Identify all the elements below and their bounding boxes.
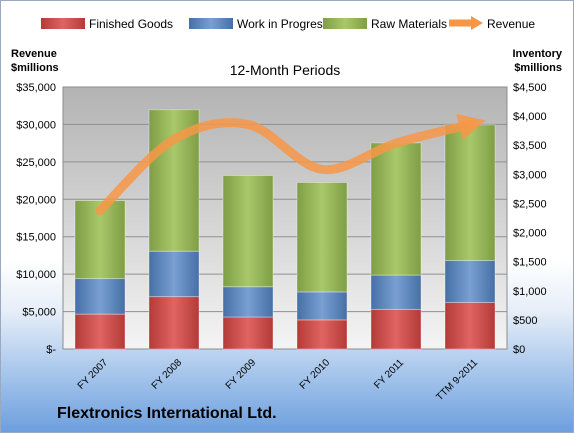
bar-raw-materials: [444, 124, 496, 262]
right-axis-label-line1: Inventory: [512, 48, 562, 60]
bar-finished-goods: [296, 319, 348, 350]
bar-work-in-progress: [370, 274, 422, 310]
bar-raw-materials: [222, 174, 274, 288]
legend: Finished Goods Work in Progress Raw Mate…: [41, 16, 535, 31]
right-tick-label: $1,000: [513, 286, 547, 298]
bar-raw-materials: [370, 142, 422, 276]
right-tick-label: $4,000: [513, 111, 547, 123]
bar-work-in-progress: [148, 250, 200, 298]
bar-finished-goods: [444, 301, 496, 350]
right-axis-ticks: $0 $500 $1,000 $1,500 $2,000 $2,500 $3,000 $3,5…: [513, 82, 547, 356]
bar-work-in-progress: [296, 291, 348, 321]
bar-finished-goods: [222, 316, 274, 350]
x-tick-label: FY 2011: [372, 357, 406, 391]
x-tick-label: FY 2009: [224, 357, 259, 392]
bar-finished-goods: [74, 313, 126, 350]
legend-swatch-finished-goods: [41, 18, 85, 29]
bar-work-in-progress: [74, 278, 126, 315]
right-tick-label: $0: [513, 344, 525, 356]
left-tick-label: $5,000: [22, 307, 56, 319]
bar-work-in-progress: [444, 260, 496, 303]
company-name: Flextronics International Ltd.: [57, 405, 277, 422]
right-tick-label: $3,000: [513, 169, 547, 181]
legend-label-work-in-progress: Work in Progress: [237, 17, 329, 31]
left-tick-label: $15,000: [16, 232, 56, 244]
right-tick-label: $500: [513, 315, 537, 327]
right-axis-label-line2: $millions: [514, 62, 562, 74]
chart-svg: $- $5,000 $10,000 $15,000 $20,000 $25,000 $30,…: [11, 16, 563, 403]
legend-label-raw-materials: Raw Materials: [371, 17, 447, 31]
x-tick-label: TTM 9-2011: [434, 357, 480, 401]
legend-swatch-raw-materials: [323, 18, 367, 29]
legend-arrow-revenue: [471, 16, 483, 30]
legend-label-finished-goods: Finished Goods: [89, 17, 173, 31]
chart-title: 12-Month Periods: [230, 62, 341, 78]
x-tick-label: FY 2007: [76, 357, 111, 392]
x-tick-label: FY 2010: [298, 357, 333, 392]
left-tick-label: $20,000: [16, 194, 56, 206]
right-tick-label: $2,500: [513, 198, 547, 210]
bar-raw-materials: [296, 181, 348, 293]
gridlines: [63, 123, 507, 313]
plot-area: [62, 86, 508, 350]
revenue-line: [95, 113, 486, 216]
left-tick-label: $30,000: [16, 119, 56, 131]
left-tick-label: $25,000: [16, 157, 56, 169]
bar-finished-goods: [148, 296, 200, 350]
left-axis-label-line1: Revenue: [11, 48, 57, 60]
bar-work-in-progress: [222, 286, 274, 318]
left-axis-label-line2: $millions: [11, 62, 59, 74]
left-axis-ticks: $- $5,000 $10,000 $15,000 $20,000 $25,000 $30,…: [16, 82, 56, 356]
legend-swatch-work-in-progress: [189, 18, 233, 29]
right-tick-label: $4,500: [513, 82, 547, 94]
right-tick-label: $2,000: [513, 228, 547, 240]
left-tick-label: $-: [46, 344, 56, 356]
x-axis-labels: FY 2007 FY 2008 FY 2009 FY 2010 FY 2011 TTM 9…: [76, 357, 481, 403]
legend-label-revenue: Revenue: [487, 17, 535, 31]
bars: [74, 109, 496, 350]
left-tick-label: $10,000: [16, 269, 56, 281]
left-tick-label: $35,000: [16, 82, 56, 94]
bar-finished-goods: [370, 308, 422, 350]
right-tick-label: $3,500: [513, 140, 547, 152]
right-tick-label: $1,500: [513, 257, 547, 269]
x-tick-label: FY 2008: [150, 357, 185, 392]
